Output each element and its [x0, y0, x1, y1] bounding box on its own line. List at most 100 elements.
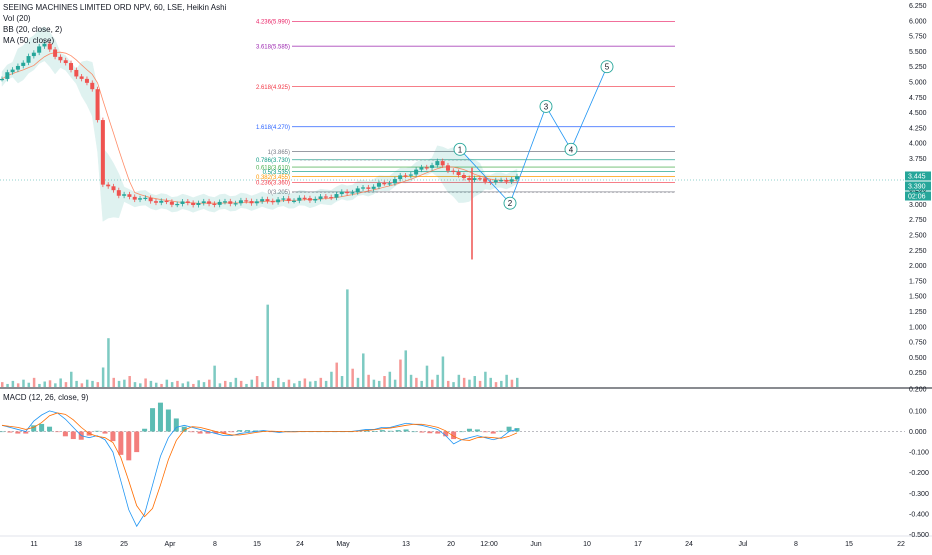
- fib-level-label: 0.618(3.610): [256, 165, 290, 171]
- volume-bar: [271, 380, 275, 387]
- macd-histogram-bar: [482, 431, 488, 433]
- volume-bar: [266, 304, 269, 387]
- macd-histogram-bar: [94, 430, 100, 432]
- fib-level-label: 1.618(4.270): [256, 125, 290, 131]
- volume-bar: [362, 353, 365, 387]
- price-tick-label: 6.250: [909, 3, 927, 10]
- macd-histogram-bar: [39, 423, 45, 432]
- candle-body: [313, 198, 318, 201]
- candle-body: [79, 76, 84, 79]
- candle-body: [297, 197, 302, 201]
- volume-bar: [85, 379, 89, 387]
- macd-line: [1, 410, 518, 528]
- volume-bar: [505, 374, 508, 387]
- macd-histogram-bar: [213, 431, 219, 434]
- price-tick-label: 0.200: [909, 387, 927, 394]
- candle-body: [95, 89, 100, 121]
- volume-bar: [393, 379, 397, 387]
- candle-body: [334, 194, 339, 198]
- volume-bar: [462, 377, 466, 387]
- candle-body: [276, 199, 281, 203]
- volume-bar: [112, 377, 115, 387]
- volume-bar: [75, 380, 78, 387]
- volume-legend[interactable]: Vol (20): [3, 14, 31, 23]
- macd-tick-label: -0.400: [909, 511, 929, 518]
- macd-histogram-bar: [419, 431, 425, 433]
- macd-histogram-bar: [498, 430, 504, 432]
- candle-body: [47, 43, 52, 50]
- price-tick-label: 1.750: [909, 278, 927, 285]
- bb-legend[interactable]: BB (20, close, 2): [3, 25, 63, 34]
- macd-histogram-bar: [237, 430, 243, 432]
- volume-bar: [38, 383, 41, 387]
- candle-body: [382, 183, 387, 185]
- fib-level-label: 0.382(3.455): [256, 175, 290, 181]
- candle-body: [191, 202, 196, 206]
- macd-legend[interactable]: MACD (12, 26, close, 9): [3, 393, 89, 402]
- fib-level-label: 0.236(3.360): [256, 181, 290, 187]
- candle-body: [122, 194, 127, 196]
- candle-body: [286, 198, 291, 201]
- x-tick-label: May: [336, 541, 350, 548]
- volume-bar: [319, 377, 323, 387]
- candle-body: [138, 198, 143, 200]
- volume-bar: [239, 380, 243, 387]
- candle-body: [403, 175, 408, 177]
- candle-body: [132, 196, 137, 200]
- candle-body: [15, 65, 20, 70]
- volume-bar: [123, 379, 126, 387]
- macd-histogram-bar: [0, 431, 5, 433]
- candle-body: [254, 201, 259, 204]
- volume-bar: [80, 383, 84, 387]
- volume-bar: [340, 376, 344, 387]
- candle-body: [238, 200, 243, 204]
- macd-histogram-bar: [387, 430, 393, 432]
- macd-histogram-bar: [102, 431, 108, 434]
- macd-histogram-bar: [189, 431, 195, 433]
- volume-bar: [489, 377, 492, 387]
- macd-histogram-bar: [181, 426, 187, 432]
- ma-legend[interactable]: MA (50, close): [3, 36, 55, 45]
- volume-bar: [510, 379, 514, 387]
- candle-body: [376, 183, 381, 187]
- volume-bar: [128, 376, 131, 387]
- chart-title: SEEING MACHINES LIMITED ORD NPV, 60, LSE…: [3, 3, 227, 12]
- macd-histogram-bar: [506, 426, 512, 432]
- price-tick-label: 2.250: [909, 248, 927, 255]
- volume-bar: [409, 374, 413, 387]
- macd-histogram-bar: [70, 431, 76, 440]
- elliott-wave-label: 5: [605, 63, 610, 72]
- volume-bar: [404, 350, 408, 387]
- macd-histogram-bar: [474, 429, 480, 432]
- volume-bar: [234, 377, 238, 387]
- volume-bar: [388, 371, 392, 387]
- candle-body: [42, 43, 47, 47]
- x-tick-label: 15: [253, 541, 261, 548]
- macd-histogram-bar: [118, 431, 124, 455]
- volume-bar: [223, 380, 227, 387]
- candle-body: [217, 201, 222, 205]
- volume-bar: [149, 380, 153, 387]
- candle-body: [302, 197, 307, 199]
- x-tick-label: 10: [583, 541, 591, 548]
- price-tick-label: 3.750: [909, 156, 927, 163]
- x-tick-label: 8: [213, 541, 217, 548]
- macd-histogram-bar: [371, 431, 377, 432]
- candle-body: [31, 52, 36, 57]
- candle-body: [106, 184, 111, 187]
- price-tick-label: 4.250: [909, 125, 927, 132]
- candle-body: [509, 179, 514, 182]
- x-tick-label: 11: [30, 541, 37, 548]
- x-tick-label: 20: [447, 541, 455, 548]
- macd-histogram-bar: [134, 431, 140, 453]
- candle-body: [207, 201, 212, 204]
- price-tick-label: 5.750: [909, 34, 927, 41]
- candle-body: [100, 120, 105, 185]
- macd-histogram-bar: [260, 430, 266, 432]
- price-tag-label: 02:06: [908, 194, 926, 201]
- volume-bar: [415, 377, 418, 387]
- elliott-wave-marker: [539, 100, 553, 113]
- macd-histogram-bar: [15, 431, 21, 434]
